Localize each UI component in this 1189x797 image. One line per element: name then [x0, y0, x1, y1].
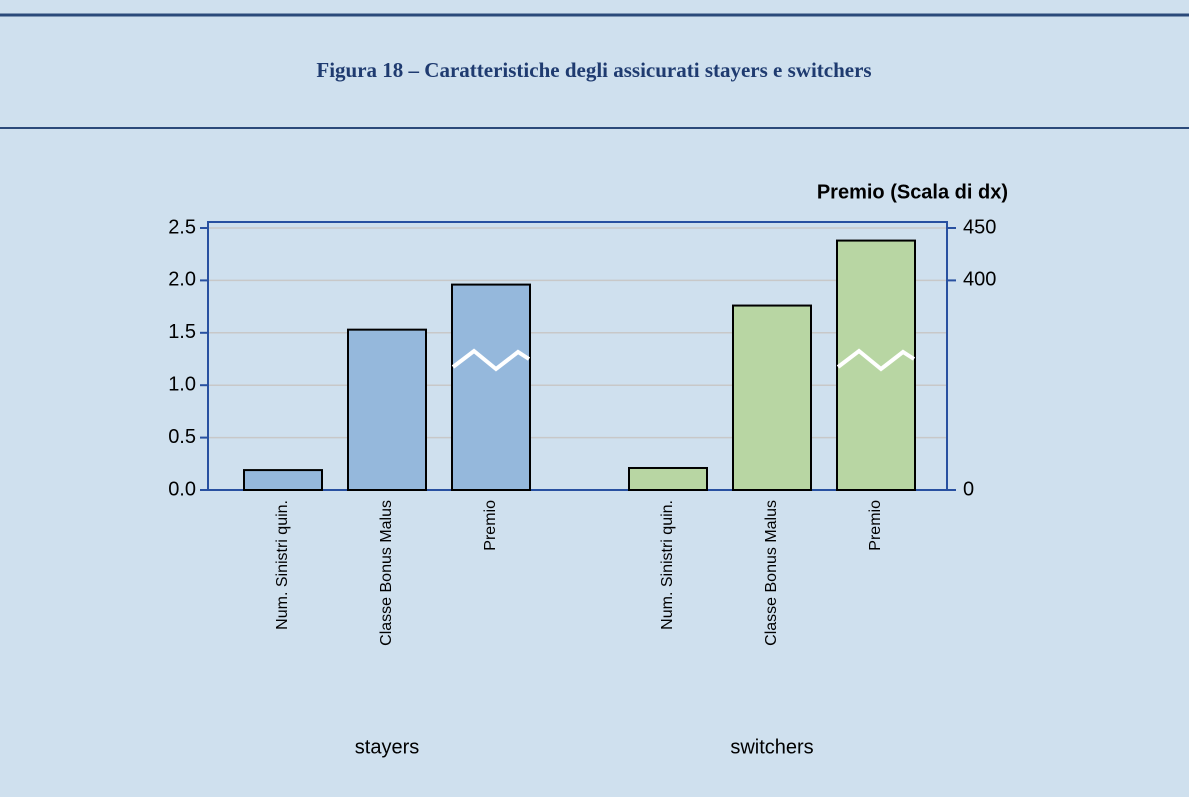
bar	[347, 328, 427, 491]
bar	[628, 466, 708, 492]
axis-break	[451, 348, 531, 372]
y2-tick-label: 450	[963, 216, 996, 238]
y2-tick-label: 0	[963, 478, 974, 500]
group-label: stayers	[355, 736, 419, 758]
plot-frame	[207, 221, 948, 491]
x-tick-label: Premio	[867, 500, 884, 551]
caption: Figura 18 – Caratteristiche degli assicu…	[316, 58, 871, 82]
bar	[451, 283, 531, 492]
y-tick-label: 0.5	[168, 426, 196, 448]
x-tick-label: Premio	[482, 500, 499, 551]
x-tick-label: Classe Bonus Malus	[378, 500, 395, 646]
y-tick-label: 2.0	[168, 269, 196, 291]
x-tick-label: Classe Bonus Malus	[763, 500, 780, 646]
group-label: switchers	[730, 736, 813, 758]
y2-tick-label: 400	[963, 269, 996, 291]
y-tick-label: 1.5	[168, 321, 196, 343]
y-tick-label: 0.0	[168, 478, 196, 500]
y-tick-label: 1.0	[168, 373, 196, 395]
y2-axis-title: Premio (Scala di dx)	[817, 181, 1008, 203]
axis-break	[836, 348, 916, 372]
x-tick-label: Num. Sinistri quin.	[659, 500, 676, 630]
bar	[243, 469, 323, 492]
bar	[732, 304, 812, 491]
y-tick-label: 2.5	[168, 216, 196, 238]
x-tick-label: Num. Sinistri quin.	[274, 500, 291, 630]
